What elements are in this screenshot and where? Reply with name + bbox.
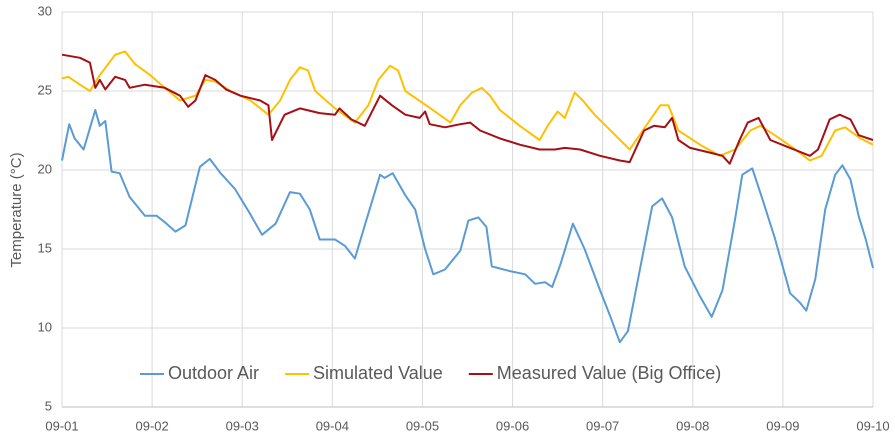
x-tick-label: 09-06 <box>496 418 529 433</box>
legend-label: Outdoor Air <box>168 363 259 383</box>
x-tick-label: 09-05 <box>406 418 439 433</box>
x-tick-label: 09-04 <box>316 418 349 433</box>
y-tick-label: 25 <box>38 82 52 97</box>
x-tick-label: 09-07 <box>586 418 619 433</box>
legend-label: Measured Value (Big Office) <box>497 363 721 383</box>
series-line <box>61 50 874 162</box>
y-tick-label: 10 <box>38 319 52 334</box>
legend: Outdoor Air Simulated Value Measured Value… <box>140 363 721 383</box>
x-tick-label: 09-08 <box>676 418 709 433</box>
y-tick-label: 30 <box>38 3 52 18</box>
x-tick-label: 09-10 <box>856 418 889 433</box>
y-tick-label: 5 <box>45 398 52 413</box>
y-tick-label: 20 <box>38 161 52 176</box>
x-tick-label: 09-03 <box>226 418 259 433</box>
x-tick-label: 09-09 <box>766 418 799 433</box>
x-tick-label: 09-01 <box>45 418 78 433</box>
x-tick-label: 09-02 <box>135 418 168 433</box>
y-tick-label: 15 <box>38 240 52 255</box>
y-axis-title: Temperature (°C) <box>8 152 25 267</box>
series-line <box>61 53 874 165</box>
series-line <box>61 109 874 344</box>
legend-label: Simulated Value <box>313 363 443 383</box>
